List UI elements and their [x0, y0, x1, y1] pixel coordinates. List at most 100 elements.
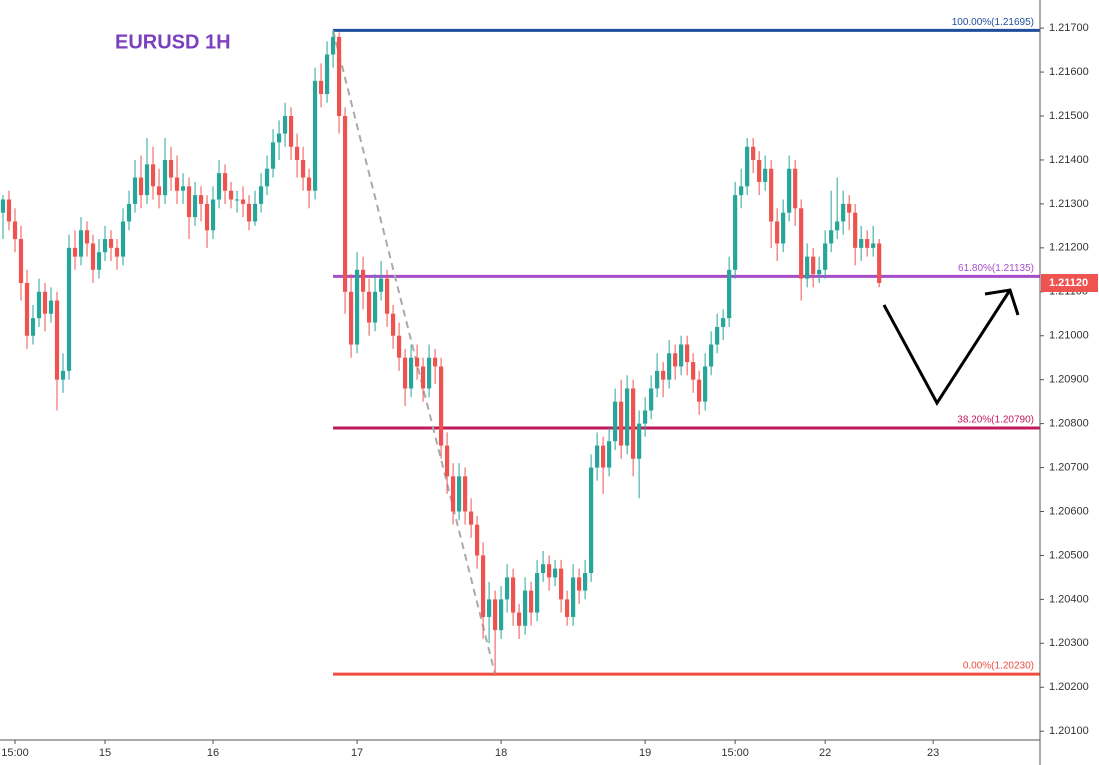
candle-body	[228, 190, 234, 200]
candle-body	[366, 291, 372, 323]
candle-body	[541, 564, 546, 574]
candle-body	[709, 344, 714, 367]
candle-body	[6, 199, 12, 222]
candle-body	[619, 401, 624, 446]
x-tick-label: 15	[99, 747, 111, 759]
candle-body	[480, 555, 486, 617]
candle-body	[589, 467, 594, 574]
candle-body	[336, 36, 342, 117]
y-tick-label: 1.21300	[1049, 198, 1089, 210]
last-price-label: 1.21120	[1049, 277, 1088, 289]
candle-body	[601, 445, 606, 468]
candle-body	[468, 511, 474, 525]
candle-body	[739, 186, 744, 196]
candle-body	[847, 203, 852, 213]
y-tick-label: 1.21200	[1049, 242, 1089, 254]
candle-body	[691, 362, 696, 380]
candle-body	[150, 164, 156, 187]
candle-body	[258, 186, 264, 204]
y-tick-label: 1.21600	[1049, 66, 1089, 78]
candle-body	[829, 230, 834, 244]
candle-body	[84, 230, 90, 244]
candle-body	[78, 230, 84, 257]
candle-body	[529, 590, 534, 613]
candle-body	[54, 300, 60, 380]
x-tick-label: 17	[351, 747, 363, 759]
candle-body	[48, 300, 54, 314]
candle-body	[168, 159, 174, 178]
candle-body	[300, 159, 306, 178]
candle-body	[703, 366, 708, 402]
candle-body	[114, 247, 120, 257]
candle-body	[811, 256, 816, 275]
y-tick-label: 1.20100	[1049, 725, 1089, 737]
candle-body	[697, 379, 702, 402]
y-tick-label: 1.21400	[1049, 154, 1089, 166]
candle-body	[312, 80, 318, 191]
candle-body	[474, 524, 480, 556]
candle-body	[192, 195, 198, 218]
candle-body	[408, 357, 414, 389]
candle-body	[805, 256, 810, 279]
last-price-box	[1041, 273, 1098, 292]
candle-body	[324, 54, 330, 95]
candle-body	[667, 353, 672, 380]
candle-body	[535, 573, 540, 613]
candle-body	[835, 221, 840, 231]
y-tick-label: 1.21500	[1049, 110, 1089, 122]
candle-body	[577, 577, 582, 591]
candle-body	[318, 80, 324, 95]
candle-body	[775, 221, 780, 244]
candle-body	[553, 568, 558, 578]
x-tick-label: 15:00	[721, 747, 749, 759]
candle-body	[240, 199, 246, 204]
candle-body	[504, 577, 510, 600]
y-tick-label: 1.20400	[1049, 593, 1089, 605]
candle-body	[607, 441, 612, 468]
y-tick-label: 1.20700	[1049, 461, 1089, 473]
fib-level-label: 38.20%(1.20790)	[957, 415, 1034, 426]
candle-body	[246, 203, 252, 222]
x-tick-label: 22	[819, 747, 831, 759]
candle-body	[595, 445, 600, 468]
plot-area	[0, 28, 1040, 676]
chart-title: EURUSD 1H	[115, 31, 231, 53]
y-tick-label: 1.20900	[1049, 374, 1089, 386]
candle-body	[276, 133, 282, 143]
y-tick-label: 1.20300	[1049, 637, 1089, 649]
candle-body	[649, 388, 654, 411]
candle-body	[126, 203, 132, 222]
x-tick-label: 15:00	[1, 747, 29, 759]
candle-body	[42, 291, 48, 314]
candle-body	[679, 344, 684, 367]
candle-body	[745, 146, 750, 187]
candle-body	[643, 410, 648, 424]
candle-body	[523, 590, 528, 626]
candle-body	[661, 370, 666, 380]
candle-body	[156, 186, 162, 196]
candle-body	[613, 401, 618, 442]
candle-body	[60, 370, 66, 380]
candle-body	[498, 599, 504, 631]
candle-body	[282, 116, 288, 134]
candle-body	[763, 168, 768, 182]
candle-body	[12, 221, 18, 240]
candle-body	[751, 146, 756, 160]
candle-body	[306, 177, 312, 191]
candle-body	[685, 344, 690, 363]
candle-body	[733, 195, 738, 270]
candle-body	[420, 366, 426, 389]
candle-body	[402, 357, 408, 389]
arrow-head	[984, 288, 1020, 316]
candle-body	[516, 612, 522, 626]
candle-body	[72, 247, 78, 257]
candle-body	[769, 168, 774, 222]
fib-level-label: 100.00%(1.21695)	[952, 17, 1034, 28]
candle-body	[583, 573, 588, 591]
candle-body	[252, 203, 258, 222]
candle-body	[817, 269, 822, 275]
candle-body	[24, 282, 30, 336]
y-tick-label: 1.21000	[1049, 330, 1089, 342]
candle-body	[444, 445, 450, 477]
